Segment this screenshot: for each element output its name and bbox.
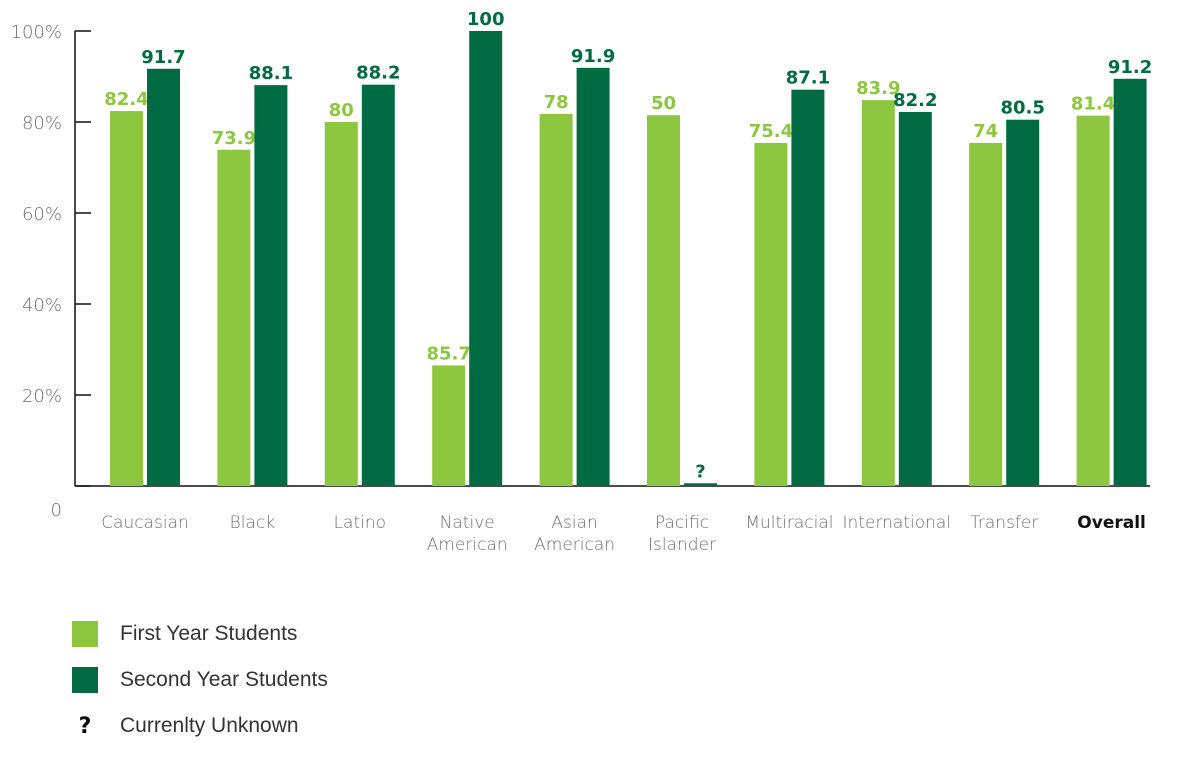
- bar-chart: 0 20% 40% 60% 80% 100% 82.4 91.7 Caucasian 73.9 88…: [11, 9, 1153, 555]
- bar-second-year: [254, 85, 288, 487]
- bar-first-year: [754, 142, 788, 486]
- x-category-label: Black: [230, 513, 276, 533]
- bar-first-year: [217, 149, 251, 486]
- y-tick-label: 0: [51, 500, 62, 521]
- bar-second-year: [147, 68, 180, 486]
- x-category-label: Caucasian: [101, 513, 189, 533]
- y-tick-label: 40%: [22, 295, 62, 316]
- value-label-second-year: 88.1: [249, 63, 293, 84]
- x-category-label: American: [534, 535, 615, 555]
- value-label-first-year: 82.4: [104, 89, 148, 110]
- value-label-first-year: 50: [651, 93, 676, 114]
- bar-first-year: [647, 115, 680, 487]
- bar-second-year: [1006, 119, 1040, 486]
- value-label-second-year: 91.2: [1108, 57, 1152, 78]
- x-category-label: Native: [440, 513, 495, 533]
- x-category-label: Transfer: [970, 513, 1038, 533]
- legend-swatch-second-year: [72, 667, 98, 693]
- value-label-second-year: 100: [467, 9, 505, 30]
- x-category-label: Latino: [334, 513, 386, 533]
- bar-first-year: [324, 122, 358, 486]
- value-label-first-year: 80: [329, 100, 354, 121]
- value-label-first-year: 78: [544, 92, 569, 113]
- bar-second-year: [791, 89, 825, 486]
- y-tick-label: 20%: [22, 386, 62, 407]
- chart-legend: First Year Students Second Year Students…: [72, 620, 328, 758]
- bar-second-year: [361, 84, 395, 486]
- x-category-label: American: [427, 535, 508, 555]
- bar-second-year: [469, 31, 503, 486]
- legend-item-unknown: ? Currenlty Unknown: [72, 712, 328, 740]
- question-mark-icon: ?: [78, 713, 92, 739]
- value-label-first-year: 81.4: [1071, 94, 1115, 115]
- legend-label-second-year: Second Year Students: [120, 668, 328, 691]
- legend-swatch-first-year: [72, 621, 98, 647]
- bar-second-year: [684, 483, 717, 486]
- bar-second-year: [1113, 78, 1147, 487]
- y-tick-label: 100%: [11, 22, 62, 43]
- legend-label-first-year: First Year Students: [120, 622, 298, 645]
- bar-second-year: [898, 111, 932, 487]
- value-label-second-year: 87.1: [786, 68, 830, 89]
- bar-first-year: [1076, 115, 1110, 486]
- x-category-label: Pacific: [655, 513, 709, 533]
- value-label-second-year: ?: [695, 461, 705, 482]
- value-label-first-year: 75.4: [749, 121, 793, 142]
- x-category-label: Overall: [1077, 513, 1146, 533]
- legend-item-second-year: Second Year Students: [72, 666, 328, 694]
- value-label-first-year: 85.7: [426, 343, 470, 364]
- value-label-second-year: 91.9: [571, 46, 615, 67]
- value-label-second-year: 80.5: [1000, 98, 1044, 119]
- x-category-label: Multiracial: [745, 513, 833, 533]
- bar-second-year: [576, 67, 610, 486]
- y-tick-label: 80%: [22, 113, 62, 134]
- x-category-label: International: [843, 513, 952, 533]
- bar-first-year: [969, 142, 1003, 486]
- value-label-second-year: 82.2: [893, 90, 937, 111]
- x-category-label: Islander: [648, 535, 716, 555]
- legend-label-unknown: Currenlty Unknown: [120, 714, 299, 737]
- value-label-first-year: 83.9: [856, 78, 900, 99]
- bar-first-year: [432, 365, 466, 486]
- y-tick-label: 60%: [22, 204, 62, 225]
- value-label-second-year: 91.7: [141, 47, 185, 68]
- value-label-first-year: 74: [973, 121, 998, 142]
- x-category-label: Asian: [551, 513, 597, 533]
- legend-item-first-year: First Year Students: [72, 620, 328, 648]
- value-label-second-year: 88.2: [356, 63, 400, 84]
- value-label-first-year: 73.9: [212, 128, 256, 149]
- bar-first-year: [539, 113, 573, 486]
- bar-first-year: [110, 111, 143, 486]
- bar-first-year: [861, 100, 895, 486]
